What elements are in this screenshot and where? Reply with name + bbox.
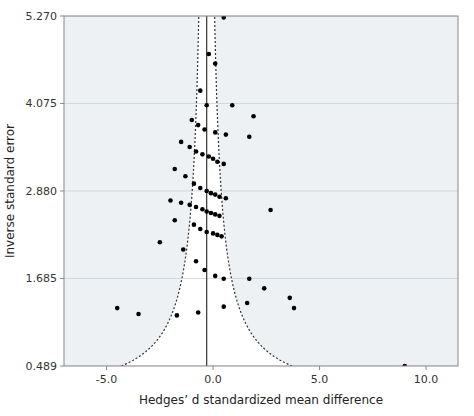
point [224, 132, 229, 137]
point [179, 140, 184, 145]
x-tick [106, 366, 107, 370]
point [179, 200, 184, 205]
point [200, 207, 205, 212]
point [217, 195, 222, 200]
point [194, 205, 199, 210]
point [251, 114, 256, 119]
point [221, 162, 226, 167]
point [213, 274, 218, 279]
point [183, 174, 188, 179]
point [219, 234, 224, 239]
point [215, 159, 220, 164]
x-tick-label: 10.0 [414, 373, 439, 386]
point [168, 198, 173, 203]
point [115, 306, 120, 311]
point [194, 259, 199, 264]
point [172, 218, 177, 223]
point [204, 189, 209, 194]
point [211, 231, 216, 236]
point [192, 222, 197, 227]
point [245, 301, 250, 306]
point [247, 277, 252, 282]
point [202, 268, 207, 273]
point [221, 16, 226, 20]
point [224, 196, 229, 201]
point [189, 118, 194, 123]
point [209, 211, 214, 216]
point [221, 304, 226, 309]
point [198, 227, 203, 232]
point [207, 52, 212, 57]
point [136, 312, 141, 317]
point [215, 233, 220, 238]
x-tick [319, 366, 320, 370]
point [175, 313, 180, 318]
y-tick-label: 2.880 [26, 185, 58, 198]
x-tick-label: -5.0 [96, 373, 117, 386]
point [287, 296, 292, 301]
y-tick [60, 16, 64, 17]
plot-background [64, 16, 458, 366]
x-axis-label: Hedges’ d standardized mean difference [139, 393, 383, 407]
point [268, 208, 273, 213]
point [204, 209, 209, 214]
y-tick [60, 278, 64, 279]
y-axis-label: Inverse standard error [3, 124, 17, 258]
point [211, 156, 216, 161]
point [230, 103, 235, 108]
point [213, 61, 218, 66]
x-tick-label: 0.0 [204, 373, 222, 386]
point [187, 145, 192, 150]
point [198, 186, 203, 191]
point [262, 286, 267, 291]
y-tick [60, 366, 64, 367]
y-tick-label: 5.270 [26, 10, 58, 23]
grid-line [64, 190, 458, 191]
point [209, 191, 214, 196]
point [247, 134, 252, 139]
point [187, 203, 192, 208]
point [204, 103, 209, 108]
point [292, 306, 297, 311]
point [172, 167, 177, 172]
point [221, 277, 226, 282]
x-tick [426, 366, 427, 370]
plot-area [64, 16, 458, 366]
point [194, 149, 199, 154]
funnel-bound [215, 16, 292, 366]
x-tick-label: 5.0 [311, 373, 329, 386]
y-tick-label: 4.075 [26, 97, 58, 110]
point [196, 123, 201, 128]
point [213, 192, 218, 197]
chart: -5.0 0.0 5.0 10.0 0.489 1.685 2.880 4.075 5.270 H… [0, 0, 474, 416]
plot-frame [64, 16, 458, 366]
point [204, 230, 209, 235]
funnel-bound [121, 16, 198, 366]
point [202, 127, 207, 132]
point [192, 181, 197, 186]
point [217, 214, 222, 219]
point [196, 310, 201, 315]
y-tick-label: 0.489 [26, 360, 58, 373]
y-tick [60, 103, 64, 104]
grid-line [64, 103, 458, 104]
y-tick-label: 1.685 [26, 272, 58, 285]
point [200, 152, 205, 157]
x-tick [213, 366, 214, 370]
point [158, 240, 163, 245]
point [181, 247, 186, 252]
point [207, 154, 212, 159]
grid-line [64, 278, 458, 279]
point [213, 130, 218, 135]
point [213, 212, 218, 217]
y-tick [60, 190, 64, 191]
point [198, 88, 203, 93]
